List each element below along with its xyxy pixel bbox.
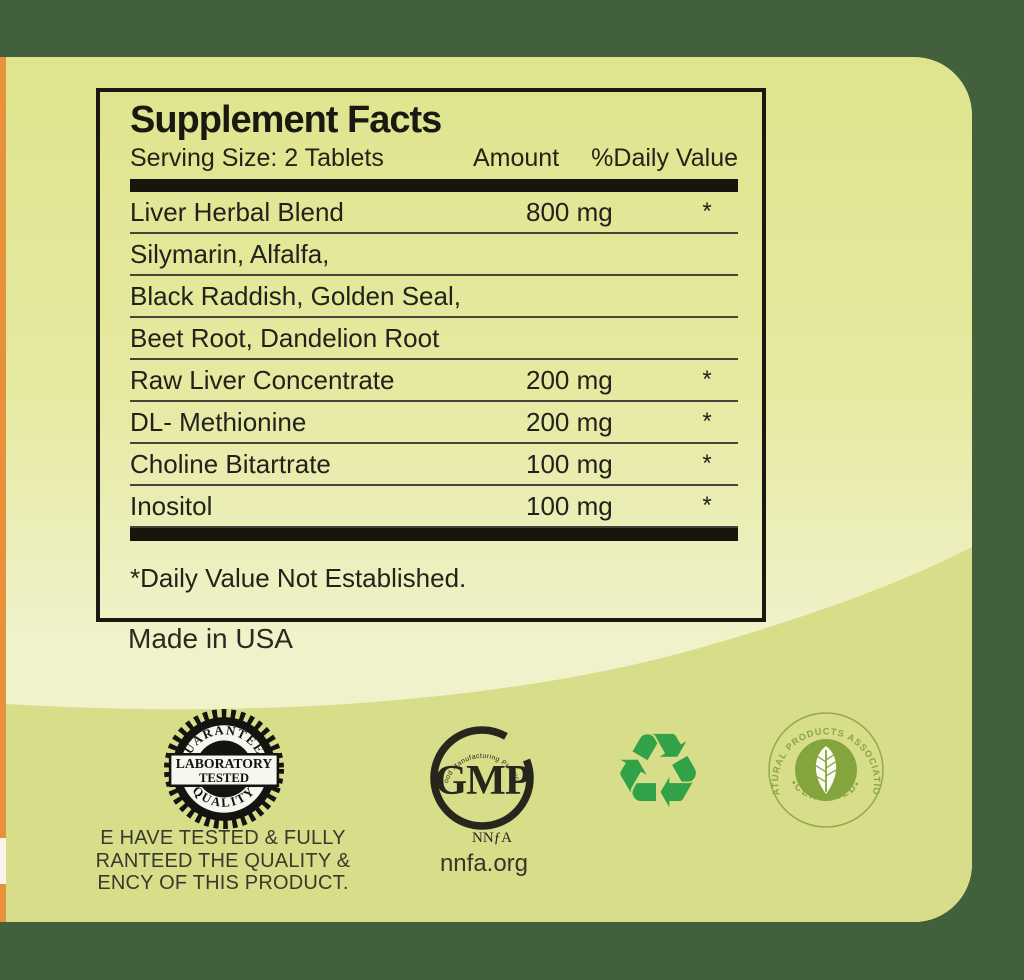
ingredient-name: DL- Methionine [130, 406, 307, 437]
ingredient-amount: 100 mg [526, 448, 613, 479]
ingredient-row: DL- Methionine 200 mg * [130, 402, 738, 444]
ingredient-name: Choline Bitartrate [130, 448, 331, 479]
daily-value-column-header: %Daily Value [591, 144, 738, 172]
ingredient-row: Choline Bitartrate 100 mg * [130, 444, 738, 486]
ingredient-daily-value: * [702, 366, 712, 393]
divider-bar-top [130, 179, 738, 192]
facts-title: Supplement Facts [130, 99, 442, 141]
facts-header-row: Serving Size: 2 Tablets Amount %Daily Va… [130, 142, 738, 174]
ingredient-name: Liver Herbal Blend [130, 196, 344, 227]
gmp-nnfa-text: NNƒA [472, 830, 512, 846]
ingredient-name: Inositol [130, 490, 213, 521]
natural-products-association-seal-icon: NATURAL PRODUCTS ASSOCIATION •CERTIFIED• [766, 710, 884, 828]
ingredient-amount: 200 mg [526, 364, 613, 395]
ingredient-row: Beet Root, Dandelion Root [130, 318, 738, 360]
ingredient-daily-value: * [702, 198, 712, 225]
gmp-logo-icon: Good Manufacturing Practices GMP NNƒA [418, 720, 534, 846]
ingredient-amount: 800 mg [526, 196, 613, 227]
ingredient-daily-value: * [702, 492, 712, 519]
ingredient-row: Inositol 100 mg * [130, 486, 738, 528]
made-in-usa: Made in USA [128, 623, 293, 654]
ingredient-row: Black Raddish, Golden Seal, [130, 276, 738, 318]
ingredient-amount: 100 mg [526, 490, 613, 521]
facts-footnote: *Daily Value Not Established. [130, 563, 467, 593]
amount-column-header: Amount [473, 144, 560, 172]
ingredient-name: Black Raddish, Golden Seal, [130, 280, 461, 311]
divider-bar-bottom [130, 528, 738, 541]
gmp-main-text: GMP [435, 758, 530, 804]
guarantee-line: E HAVE TESTED & FULLY [100, 827, 346, 849]
supplement-facts-box: Supplement Facts Serving Size: 2 Tablets… [96, 88, 766, 622]
serving-size: Serving Size: 2 Tablets [130, 144, 384, 172]
guarantee-statement: E HAVE TESTED & FULLY RANTEED THE QUALIT… [58, 827, 388, 895]
ingredient-row: Silymarin, Alfalfa, [130, 234, 738, 276]
ingredient-amount: 200 mg [526, 406, 613, 437]
ingredient-daily-value: * [702, 408, 712, 435]
ingredient-name: Raw Liver Concentrate [130, 364, 395, 395]
supplement-label: Supplement Facts Serving Size: 2 Tablets… [6, 57, 972, 922]
background-swoosh [6, 547, 972, 922]
guarantee-line: RANTEED THE QUALITY & [95, 849, 351, 872]
guaranteed-quality-seal-icon: GUARANTEED QUALITY LABORATORY TESTED [164, 709, 284, 829]
recycling-icon: ♻ [611, 710, 705, 832]
seal-banner-line1: LABORATORY [176, 756, 273, 771]
edge-white-patch [0, 838, 6, 884]
guarantee-line: ENCY OF THIS PRODUCT. [97, 872, 349, 894]
ingredient-name: Silymarin, Alfalfa, [130, 238, 330, 269]
nnfa-url: nnfa.org [439, 850, 529, 877]
orange-edge-strip [0, 57, 6, 922]
ingredient-row: Raw Liver Concentrate 200 mg * [130, 360, 738, 402]
ingredient-row: Liver Herbal Blend 800 mg * [130, 192, 738, 234]
ingredient-daily-value: * [702, 450, 712, 477]
seal-banner-line2: TESTED [199, 771, 249, 785]
ingredient-name: Beet Root, Dandelion Root [130, 322, 440, 353]
